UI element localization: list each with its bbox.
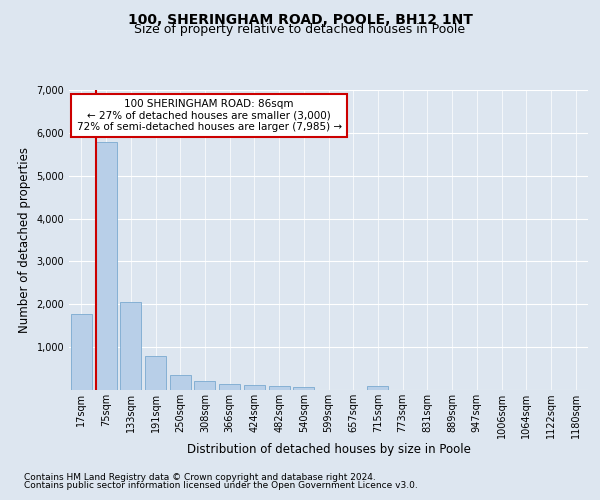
- Bar: [95, 142, 116, 390]
- Bar: [170, 376, 191, 390]
- Text: 100 SHERINGHAM ROAD: 86sqm
← 27% of detached houses are smaller (3,000)
72% of s: 100 SHERINGHAM ROAD: 86sqm ← 27% of deta…: [77, 99, 341, 132]
- Bar: [244, 385, 265, 390]
- Bar: [120, 302, 141, 390]
- Text: Contains public sector information licensed under the Open Government Licence v3: Contains public sector information licen…: [24, 481, 418, 490]
- Text: 100, SHERINGHAM ROAD, POOLE, BH12 1NT: 100, SHERINGHAM ROAD, POOLE, BH12 1NT: [128, 12, 472, 26]
- Bar: [71, 314, 92, 390]
- Bar: [367, 386, 388, 390]
- Bar: [145, 356, 166, 390]
- Bar: [219, 384, 240, 390]
- Y-axis label: Number of detached properties: Number of detached properties: [18, 147, 31, 333]
- Text: Contains HM Land Registry data © Crown copyright and database right 2024.: Contains HM Land Registry data © Crown c…: [24, 472, 376, 482]
- Text: Size of property relative to detached houses in Poole: Size of property relative to detached ho…: [134, 22, 466, 36]
- Bar: [194, 382, 215, 390]
- Bar: [269, 386, 290, 390]
- Bar: [293, 386, 314, 390]
- Text: Distribution of detached houses by size in Poole: Distribution of detached houses by size …: [187, 442, 471, 456]
